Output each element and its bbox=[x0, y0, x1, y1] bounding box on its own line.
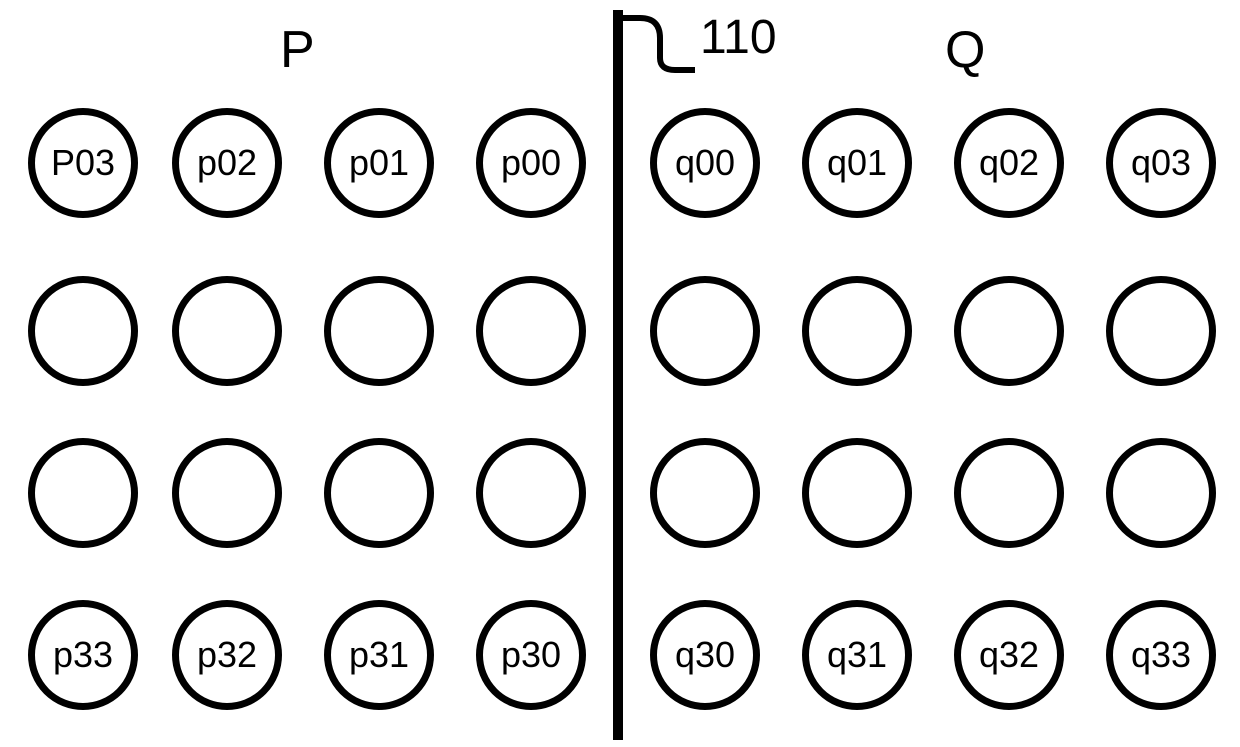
node-label: p31 bbox=[349, 634, 409, 676]
node-r2-c4 bbox=[650, 438, 760, 548]
node-p02: p02 bbox=[172, 108, 282, 218]
node-r1-c3 bbox=[476, 276, 586, 386]
node-q30: q30 bbox=[650, 600, 760, 710]
node-label: q33 bbox=[1131, 634, 1191, 676]
region-label-q: Q bbox=[945, 20, 985, 80]
node-label: p02 bbox=[197, 142, 257, 184]
node-r1-c6 bbox=[954, 276, 1064, 386]
node-r1-c5 bbox=[802, 276, 912, 386]
node-label: q00 bbox=[675, 142, 735, 184]
node-p00: p00 bbox=[476, 108, 586, 218]
node-r2-c2 bbox=[324, 438, 434, 548]
node-r2-c0 bbox=[28, 438, 138, 548]
node-p32: p32 bbox=[172, 600, 282, 710]
node-label: q01 bbox=[827, 142, 887, 184]
node-r2-c6 bbox=[954, 438, 1064, 548]
node-label: p00 bbox=[501, 142, 561, 184]
node-r2-c1 bbox=[172, 438, 282, 548]
node-p31: p31 bbox=[324, 600, 434, 710]
node-q32: q32 bbox=[954, 600, 1064, 710]
node-label: q30 bbox=[675, 634, 735, 676]
region-label-p: P bbox=[280, 20, 315, 80]
node-r1-c2 bbox=[324, 276, 434, 386]
node-p30: p30 bbox=[476, 600, 586, 710]
node-label: q02 bbox=[979, 142, 1039, 184]
node-label: P03 bbox=[51, 142, 115, 184]
node-p33: p33 bbox=[28, 600, 138, 710]
node-p01: p01 bbox=[324, 108, 434, 218]
node-label: p32 bbox=[197, 634, 257, 676]
node-label: q32 bbox=[979, 634, 1039, 676]
node-r1-c7 bbox=[1106, 276, 1216, 386]
node-r1-c1 bbox=[172, 276, 282, 386]
node-label: p30 bbox=[501, 634, 561, 676]
node-label: p33 bbox=[53, 634, 113, 676]
vertical-divider bbox=[613, 10, 623, 740]
node-q03: q03 bbox=[1106, 108, 1216, 218]
node-q02: q02 bbox=[954, 108, 1064, 218]
node-label: p01 bbox=[349, 142, 409, 184]
node-q31: q31 bbox=[802, 600, 912, 710]
callout-label: 110 bbox=[700, 10, 777, 65]
node-r2-c3 bbox=[476, 438, 586, 548]
node-label: q03 bbox=[1131, 142, 1191, 184]
node-q01: q01 bbox=[802, 108, 912, 218]
node-P03: P03 bbox=[28, 108, 138, 218]
node-r1-c0 bbox=[28, 276, 138, 386]
node-q00: q00 bbox=[650, 108, 760, 218]
node-label: q31 bbox=[827, 634, 887, 676]
node-r2-c7 bbox=[1106, 438, 1216, 548]
node-r2-c5 bbox=[802, 438, 912, 548]
node-r1-c4 bbox=[650, 276, 760, 386]
node-q33: q33 bbox=[1106, 600, 1216, 710]
diagram-canvas: { "layout": { "width": 1240, "height": 7… bbox=[0, 0, 1240, 747]
